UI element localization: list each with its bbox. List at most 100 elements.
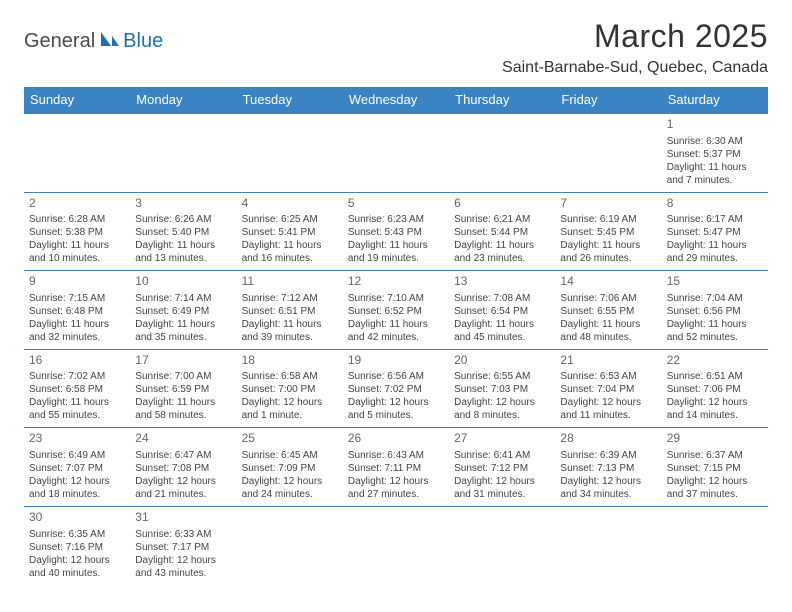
daylight-text: and 11 minutes. <box>560 409 656 422</box>
sunrise-text: Sunrise: 6:49 AM <box>29 449 125 462</box>
daylight-text: and 42 minutes. <box>348 331 444 344</box>
daylight-text: Daylight: 11 hours <box>29 239 125 252</box>
day-number: 1 <box>667 117 763 133</box>
sunset-text: Sunset: 5:38 PM <box>29 226 125 239</box>
daylight-text: and 58 minutes. <box>135 409 231 422</box>
sunset-text: Sunset: 6:54 PM <box>454 305 550 318</box>
empty-cell <box>662 506 768 584</box>
daylight-text: Daylight: 12 hours <box>348 396 444 409</box>
day-cell: 9Sunrise: 7:15 AMSunset: 6:48 PMDaylight… <box>24 271 130 350</box>
calendar-table: Sunday Monday Tuesday Wednesday Thursday… <box>24 87 768 585</box>
day-cell: 5Sunrise: 6:23 AMSunset: 5:43 PMDaylight… <box>343 192 449 271</box>
daylight-text: and 40 minutes. <box>29 567 125 580</box>
day-number: 30 <box>29 510 125 526</box>
day-cell: 20Sunrise: 6:55 AMSunset: 7:03 PMDayligh… <box>449 349 555 428</box>
sunrise-text: Sunrise: 6:45 AM <box>242 449 338 462</box>
sunrise-text: Sunrise: 6:56 AM <box>348 370 444 383</box>
sunset-text: Sunset: 7:11 PM <box>348 462 444 475</box>
daylight-text: Daylight: 11 hours <box>242 239 338 252</box>
weekday-header: Friday <box>555 87 661 113</box>
sunset-text: Sunset: 5:43 PM <box>348 226 444 239</box>
sunrise-text: Sunrise: 6:25 AM <box>242 213 338 226</box>
sunset-text: Sunset: 7:07 PM <box>29 462 125 475</box>
sunset-text: Sunset: 6:55 PM <box>560 305 656 318</box>
day-number: 27 <box>454 431 550 447</box>
day-number: 23 <box>29 431 125 447</box>
sunset-text: Sunset: 7:03 PM <box>454 383 550 396</box>
sunset-text: Sunset: 7:09 PM <box>242 462 338 475</box>
day-cell: 24Sunrise: 6:47 AMSunset: 7:08 PMDayligh… <box>130 428 236 507</box>
daylight-text: and 34 minutes. <box>560 488 656 501</box>
weekday-header: Tuesday <box>237 87 343 113</box>
day-number: 24 <box>135 431 231 447</box>
daylight-text: and 55 minutes. <box>29 409 125 422</box>
day-cell: 29Sunrise: 6:37 AMSunset: 7:15 PMDayligh… <box>662 428 768 507</box>
day-cell: 31Sunrise: 6:33 AMSunset: 7:17 PMDayligh… <box>130 506 236 584</box>
calendar-body: 1Sunrise: 6:30 AMSunset: 5:37 PMDaylight… <box>24 113 768 585</box>
daylight-text: Daylight: 11 hours <box>29 318 125 331</box>
sunrise-text: Sunrise: 6:58 AM <box>242 370 338 383</box>
daylight-text: Daylight: 11 hours <box>560 239 656 252</box>
sunrise-text: Sunrise: 7:10 AM <box>348 292 444 305</box>
sunset-text: Sunset: 5:44 PM <box>454 226 550 239</box>
day-number: 8 <box>667 196 763 212</box>
sunrise-text: Sunrise: 6:55 AM <box>454 370 550 383</box>
daylight-text: and 29 minutes. <box>667 252 763 265</box>
daylight-text: Daylight: 11 hours <box>348 239 444 252</box>
weekday-header: Monday <box>130 87 236 113</box>
daylight-text: Daylight: 11 hours <box>454 239 550 252</box>
sunset-text: Sunset: 6:51 PM <box>242 305 338 318</box>
sunset-text: Sunset: 6:59 PM <box>135 383 231 396</box>
sunrise-text: Sunrise: 6:41 AM <box>454 449 550 462</box>
sunrise-text: Sunrise: 6:53 AM <box>560 370 656 383</box>
sunrise-text: Sunrise: 6:17 AM <box>667 213 763 226</box>
daylight-text: Daylight: 12 hours <box>560 396 656 409</box>
daylight-text: and 31 minutes. <box>454 488 550 501</box>
weekday-header: Thursday <box>449 87 555 113</box>
logo: General Blue <box>24 18 163 53</box>
sunrise-text: Sunrise: 6:51 AM <box>667 370 763 383</box>
page-header: General Blue March 2025 Saint-Barnabe-Su… <box>24 18 768 77</box>
empty-cell <box>343 506 449 584</box>
calendar-row: 30Sunrise: 6:35 AMSunset: 7:16 PMDayligh… <box>24 506 768 584</box>
empty-cell <box>555 506 661 584</box>
title-month: March 2025 <box>502 18 768 55</box>
sunset-text: Sunset: 7:13 PM <box>560 462 656 475</box>
daylight-text: and 10 minutes. <box>29 252 125 265</box>
sunset-text: Sunset: 6:56 PM <box>667 305 763 318</box>
empty-cell <box>130 113 236 192</box>
day-cell: 11Sunrise: 7:12 AMSunset: 6:51 PMDayligh… <box>237 271 343 350</box>
empty-cell <box>237 113 343 192</box>
weekday-header: Sunday <box>24 87 130 113</box>
sunrise-text: Sunrise: 6:35 AM <box>29 528 125 541</box>
daylight-text: Daylight: 12 hours <box>454 475 550 488</box>
day-cell: 19Sunrise: 6:56 AMSunset: 7:02 PMDayligh… <box>343 349 449 428</box>
daylight-text: and 37 minutes. <box>667 488 763 501</box>
sunset-text: Sunset: 5:45 PM <box>560 226 656 239</box>
day-number: 20 <box>454 353 550 369</box>
daylight-text: and 1 minute. <box>242 409 338 422</box>
sunset-text: Sunset: 7:06 PM <box>667 383 763 396</box>
sunrise-text: Sunrise: 7:04 AM <box>667 292 763 305</box>
sunrise-text: Sunrise: 6:43 AM <box>348 449 444 462</box>
day-cell: 1Sunrise: 6:30 AMSunset: 5:37 PMDaylight… <box>662 113 768 192</box>
sunset-text: Sunset: 6:49 PM <box>135 305 231 318</box>
day-number: 19 <box>348 353 444 369</box>
daylight-text: Daylight: 12 hours <box>29 475 125 488</box>
day-number: 9 <box>29 274 125 290</box>
day-number: 4 <box>242 196 338 212</box>
sunrise-text: Sunrise: 6:21 AM <box>454 213 550 226</box>
day-cell: 18Sunrise: 6:58 AMSunset: 7:00 PMDayligh… <box>237 349 343 428</box>
sunset-text: Sunset: 7:00 PM <box>242 383 338 396</box>
sunrise-text: Sunrise: 7:08 AM <box>454 292 550 305</box>
day-number: 28 <box>560 431 656 447</box>
daylight-text: and 35 minutes. <box>135 331 231 344</box>
day-number: 3 <box>135 196 231 212</box>
daylight-text: and 7 minutes. <box>667 174 763 187</box>
day-cell: 8Sunrise: 6:17 AMSunset: 5:47 PMDaylight… <box>662 192 768 271</box>
daylight-text: Daylight: 11 hours <box>135 396 231 409</box>
daylight-text: Daylight: 11 hours <box>667 318 763 331</box>
sunset-text: Sunset: 7:02 PM <box>348 383 444 396</box>
day-number: 29 <box>667 431 763 447</box>
logo-text-blue: Blue <box>123 30 163 53</box>
